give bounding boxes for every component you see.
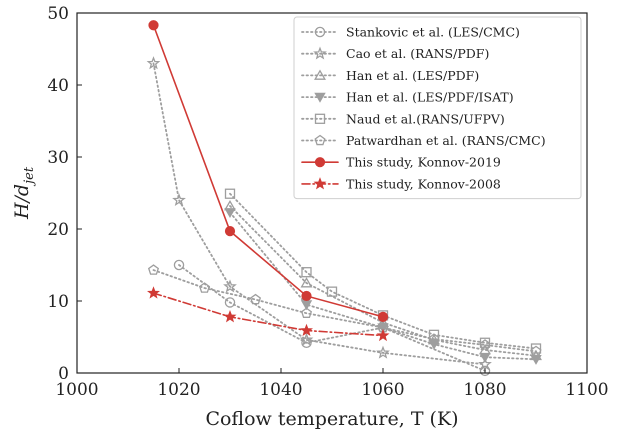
legend-marker bbox=[314, 69, 326, 80]
series-line bbox=[229, 205, 537, 357]
legend-label: Han et al. (LES/PDF/ISAT) bbox=[346, 90, 514, 105]
data-point bbox=[172, 192, 186, 207]
legend-entry: Naud et al.(RANS/UFPV) bbox=[301, 111, 505, 126]
data-point bbox=[148, 20, 159, 31]
series-7 bbox=[148, 20, 389, 322]
data-point bbox=[300, 277, 313, 288]
data-point bbox=[146, 56, 161, 70]
data-point bbox=[301, 290, 312, 302]
x-tick-label: 1020 bbox=[157, 380, 200, 400]
x-tick-label: 1040 bbox=[259, 380, 302, 400]
series-line bbox=[229, 211, 537, 361]
data-point bbox=[224, 208, 236, 219]
legend-label: Han et al. (LES/PDF) bbox=[346, 68, 479, 83]
plot-frame bbox=[76, 12, 588, 374]
legend-label: Naud et al.(RANS/UFPV) bbox=[346, 111, 505, 126]
legend-entry: Han et al. (LES/PDF/ISAT) bbox=[301, 90, 514, 105]
y-axis-title-subscript: jet bbox=[22, 166, 37, 187]
data-point bbox=[478, 357, 492, 371]
legend-marker bbox=[313, 46, 327, 60]
y-axis-title-text: H/djet bbox=[11, 166, 37, 220]
data-point bbox=[299, 332, 314, 346]
x-tick-label: 1060 bbox=[361, 380, 404, 400]
data-point bbox=[479, 352, 491, 363]
data-point bbox=[198, 282, 211, 293]
legend-label: This study, Konnov-2019 bbox=[346, 155, 501, 170]
data-point bbox=[223, 310, 237, 323]
data-point bbox=[147, 286, 160, 299]
series-line bbox=[152, 269, 537, 353]
legend-label: Cao et al. (RANS/PDF) bbox=[346, 46, 489, 61]
data-point bbox=[249, 293, 262, 305]
legend-marker bbox=[314, 92, 326, 103]
legend-marker bbox=[314, 113, 326, 124]
y-tick-label: 50 bbox=[47, 4, 69, 24]
series-4 bbox=[224, 208, 542, 365]
legend-entry: Stankovic et al. (LES/CMC) bbox=[301, 25, 520, 40]
series-6 bbox=[147, 264, 542, 357]
data-point bbox=[223, 279, 237, 293]
data-point bbox=[224, 188, 236, 199]
data-point bbox=[224, 226, 236, 237]
legend-entry: This study, Konnov-2008 bbox=[301, 176, 501, 191]
legend: Stankovic et al. (LES/CMC) Cao et al. (RA… bbox=[293, 16, 582, 200]
data-point bbox=[376, 345, 390, 359]
y-tick-label: 0 bbox=[58, 364, 69, 384]
data-point bbox=[428, 333, 440, 344]
series-2 bbox=[146, 56, 492, 371]
data-point bbox=[530, 345, 542, 357]
y-axis-title-main: H/d bbox=[11, 184, 33, 220]
data-point bbox=[301, 267, 312, 278]
legend-entry: Patwardhan et al. (RANS/CMC) bbox=[301, 133, 546, 148]
x-tick-label: 1100 bbox=[565, 380, 608, 400]
legend-entry: Cao et al. (RANS/PDF) bbox=[301, 46, 489, 61]
legend-label: This study, Konnov-2008 bbox=[346, 176, 501, 191]
series-8 bbox=[147, 286, 390, 342]
legend-label: Patwardhan et al. (RANS/CMC) bbox=[346, 133, 546, 148]
data-point bbox=[376, 328, 390, 342]
data-point bbox=[147, 264, 160, 275]
data-point bbox=[301, 337, 312, 349]
data-point bbox=[377, 311, 389, 322]
x-axis-title: Coflow temperature, T (K) bbox=[205, 408, 458, 430]
data-point bbox=[173, 259, 185, 271]
legend-marker bbox=[313, 177, 327, 190]
legend-label: Stankovic et al. (LES/CMC) bbox=[346, 25, 520, 40]
data-point bbox=[428, 339, 440, 350]
y-tick-label: 30 bbox=[47, 148, 69, 168]
legend-entry: Han et al. (LES/PDF) bbox=[301, 68, 479, 83]
y-axis-title: H/djet bbox=[11, 166, 37, 220]
series-line bbox=[152, 62, 486, 366]
data-point bbox=[479, 339, 491, 350]
legend-box bbox=[293, 16, 582, 200]
legend-marker bbox=[314, 134, 326, 146]
data-point bbox=[300, 323, 313, 337]
y-tick-label: 10 bbox=[47, 292, 69, 312]
legend-marker bbox=[314, 157, 326, 168]
y-tick-label: 40 bbox=[47, 76, 69, 96]
series-line bbox=[152, 24, 384, 318]
legend-marker bbox=[314, 26, 326, 38]
series-layer bbox=[146, 20, 542, 377]
x-tick-label: 1080 bbox=[463, 380, 506, 400]
legend-entry: This study, Konnov-2019 bbox=[301, 155, 501, 170]
data-point bbox=[300, 307, 313, 318]
series-line bbox=[152, 292, 384, 337]
data-point bbox=[224, 297, 236, 308]
data-point bbox=[530, 343, 542, 354]
x-tick-label: 1000 bbox=[55, 380, 98, 400]
data-point bbox=[326, 286, 338, 297]
y-tick-label: 20 bbox=[47, 220, 69, 240]
